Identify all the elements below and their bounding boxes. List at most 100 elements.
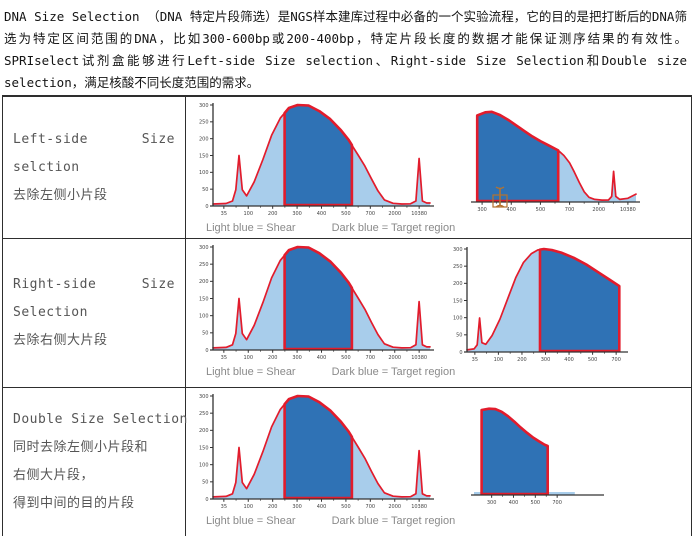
chart-after-block: 300 250 200 150 100 50 0 35 100 200 300 400 500 700 [444,239,691,387]
svg-text:700: 700 [611,357,621,363]
svg-text:700: 700 [552,500,562,506]
chart-before-block: 300 250 200 150 100 50 0 35 100 200 300 400 500 700 20… [186,239,455,387]
row-label-double: Double Size Selection 同时去除左侧小片段和 右侧大片段， … [3,388,188,536]
chart-before-block: 300 250 200 150 100 50 0 35 100 200 300 400 500 700 20… [186,388,455,536]
table-row-right-side: Right-side Size Selection 去除右侧大片段 300 250… [3,239,691,388]
table-row-double: Double Size Selection 同时去除左侧小片段和 右侧大片段， … [3,388,691,536]
chart-before-block: 300 250 200 150 100 50 0 35 100 200 300 400 500 700 20… [186,97,455,238]
chart-after-block: 300 400 500 700 [444,388,691,536]
charts-cell: 300 250 200 150 100 50 0 35 100 200 300 400 500 700 20… [186,388,691,536]
row-subtitle-cn-1: 同时去除左侧小片段和 [13,440,149,455]
svg-text:100: 100 [494,357,504,363]
svg-text:700: 700 [565,207,575,213]
svg-text:300: 300 [292,211,302,217]
svg-text:700: 700 [366,211,376,217]
chart-legend: Light blue = Shear Dark blue = Target re… [206,515,455,527]
svg-text:200: 200 [199,136,209,142]
svg-text:0: 0 [205,348,208,354]
svg-text:2000: 2000 [388,211,401,217]
svg-text:500: 500 [341,504,351,510]
svg-text:50: 50 [202,331,208,337]
svg-text:2000: 2000 [388,355,401,361]
svg-text:300: 300 [199,245,209,251]
table-row-left-side: Left-side Size selction 去除左侧小片段 300 250 20… [3,97,691,239]
svg-text:250: 250 [199,262,209,268]
svg-text:400: 400 [317,504,327,510]
svg-text:100: 100 [243,211,253,217]
svg-text:35: 35 [472,357,478,363]
left-side-result-chart: 300 400 500 700 2000 10380 [468,104,644,216]
svg-text:150: 150 [199,153,209,159]
svg-text:300: 300 [292,355,302,361]
svg-text:300: 300 [292,504,302,510]
svg-text:300: 300 [541,357,551,363]
svg-text:200: 200 [199,428,209,434]
row-subtitle-cn: 去除右侧大片段 [13,333,108,348]
svg-text:200: 200 [453,281,463,287]
svg-text:250: 250 [199,411,209,417]
svg-text:300: 300 [453,247,463,253]
row-subtitle-cn: 去除左侧小片段 [13,187,108,203]
row-title: Double Size Selection [13,412,188,427]
legend-dark-blue: Dark blue = Target region [331,515,456,527]
double-result-chart: 300 400 500 700 [468,401,608,509]
row-title: Right-side Size [13,277,175,292]
svg-text:200: 200 [517,357,527,363]
svg-text:400: 400 [564,357,574,363]
svg-text:300: 300 [199,103,209,109]
svg-text:400: 400 [317,355,327,361]
row-subtitle-cn-2: 右侧大片段， [13,468,95,483]
row-label-left-side: Left-side Size selction 去除左侧小片段 [3,97,186,238]
svg-text:300: 300 [477,207,487,213]
legend-light-blue: Light blue = Shear [206,222,296,234]
svg-text:150: 150 [453,298,463,304]
legend-light-blue: Light blue = Shear [206,366,296,378]
svg-text:250: 250 [453,264,463,270]
text-cursor-icon [492,186,508,208]
svg-text:700: 700 [366,504,376,510]
svg-text:10380: 10380 [411,504,427,510]
svg-text:2000: 2000 [592,207,605,213]
svg-text:10380: 10380 [620,207,636,213]
svg-text:100: 100 [199,313,209,319]
charts-cell: 300 250 200 150 100 50 0 35 100 200 300 400 500 700 20… [186,239,691,387]
intro-paragraph: DNA Size Selection （DNA 特定片段筛选）是NGS样本建库过… [4,9,687,90]
row-subtitle-cn-3: 得到中间的目的片段 [13,496,135,511]
svg-text:35: 35 [221,355,227,361]
row-label-right-side: Right-side Size Selection 去除右侧大片段 [3,239,186,387]
svg-text:0: 0 [205,204,208,210]
svg-text:400: 400 [509,500,519,506]
svg-text:10380: 10380 [411,211,427,217]
row-title-line2: selction [13,159,80,175]
svg-text:700: 700 [366,355,376,361]
legend-light-blue: Light blue = Shear [206,515,296,527]
svg-text:150: 150 [199,445,209,451]
svg-text:200: 200 [268,355,278,361]
svg-text:150: 150 [199,296,209,302]
svg-text:500: 500 [341,355,351,361]
svg-text:0: 0 [459,350,462,356]
svg-text:500: 500 [341,211,351,217]
legend-dark-blue: Dark blue = Target region [331,222,456,234]
row-title-line2: Selection [13,305,88,320]
chart-legend: Light blue = Shear Dark blue = Target re… [206,222,455,234]
svg-text:500: 500 [588,357,598,363]
svg-text:200: 200 [268,504,278,510]
chart-legend: Light blue = Shear Dark blue = Target re… [206,366,455,378]
svg-text:35: 35 [221,211,227,217]
svg-text:100: 100 [243,355,253,361]
svg-text:50: 50 [202,480,208,486]
legend-dark-blue: Dark blue = Target region [331,366,456,378]
svg-text:50: 50 [202,187,208,193]
svg-text:100: 100 [243,504,253,510]
svg-text:100: 100 [199,170,209,176]
svg-text:400: 400 [506,207,516,213]
svg-text:500: 500 [531,500,541,506]
svg-text:250: 250 [199,120,209,126]
svg-text:2000: 2000 [388,504,401,510]
svg-text:300: 300 [487,500,497,506]
